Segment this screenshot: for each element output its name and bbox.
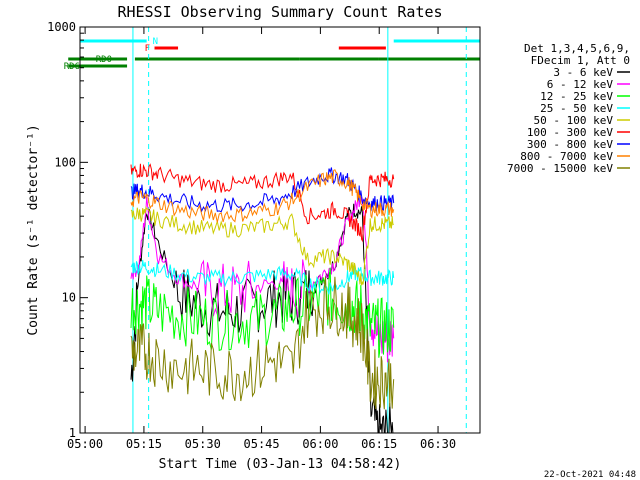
- flag-bar-label: N: [153, 37, 158, 47]
- series-line: [130, 267, 395, 358]
- y-tick-label: 10: [62, 291, 76, 305]
- series-line: [130, 276, 395, 410]
- axis-ticks: 05:00 05:15 05:30 05:45 06:00 06:15 06:30 1 10 10…: [47, 20, 456, 451]
- x-axis-label: Start Time (03-Jan-13 04:58:42): [159, 457, 402, 472]
- legend-entry-label: 25 - 50 keV: [540, 102, 613, 115]
- legend-entry-label: 300 - 800 keV: [527, 138, 613, 151]
- flag-bar-label: RD0: [96, 55, 112, 65]
- chart-title: RHESSI Observing Summary Count Rates: [117, 3, 442, 21]
- y-tick-label: 1000: [47, 20, 76, 34]
- series-line: [130, 259, 395, 295]
- series-line: [130, 167, 395, 213]
- x-tick-label: 06:30: [420, 437, 456, 451]
- x-tick-label: 05:15: [126, 437, 162, 451]
- legend-entry-label: 800 - 7000 keV: [520, 150, 613, 163]
- vertical-markers: [132, 27, 467, 433]
- flag-bar-label: RD6: [64, 62, 80, 72]
- x-tick-label: 05:00: [67, 437, 103, 451]
- y-tick-label: 100: [54, 155, 76, 169]
- x-tick-label: 06:15: [361, 437, 397, 451]
- legend-entry-label: 7000 - 15000 keV: [507, 162, 613, 175]
- footer-date: 22-Oct-2021 04:48: [544, 470, 636, 480]
- legend-entry-label: 3 - 6 keV: [553, 66, 613, 79]
- legend: Det 1,3,4,5,6,9,FDecim 1, Att 03 - 6 keV…: [507, 42, 630, 175]
- y-axis-label: Count Rate (s⁻¹ detector⁻¹): [26, 124, 41, 335]
- legend-entry-label: 6 - 12 keV: [547, 78, 614, 91]
- plot-frame: [79, 26, 481, 434]
- legend-entry-label: 50 - 100 keV: [534, 114, 614, 127]
- legend-entry-label: 12 - 25 keV: [540, 90, 613, 103]
- legend-header: FDecim 1, Att 0: [531, 54, 630, 67]
- series-line: [130, 169, 395, 223]
- x-tick-label: 05:45: [244, 437, 280, 451]
- series-line: [130, 163, 395, 243]
- y-tick-label: 1: [69, 426, 76, 440]
- x-tick-label: 06:00: [302, 437, 338, 451]
- series-lines: [130, 163, 395, 434]
- series-line: [130, 205, 395, 286]
- legend-entry-label: 100 - 300 keV: [527, 126, 613, 139]
- flag-bar-label: F: [145, 44, 150, 54]
- flag-bars: NF RD0 RD6: [64, 37, 480, 72]
- legend-header: Det 1,3,4,5,6,9,: [524, 42, 630, 55]
- series-line: [130, 196, 395, 363]
- x-tick-label: 05:30: [185, 437, 221, 451]
